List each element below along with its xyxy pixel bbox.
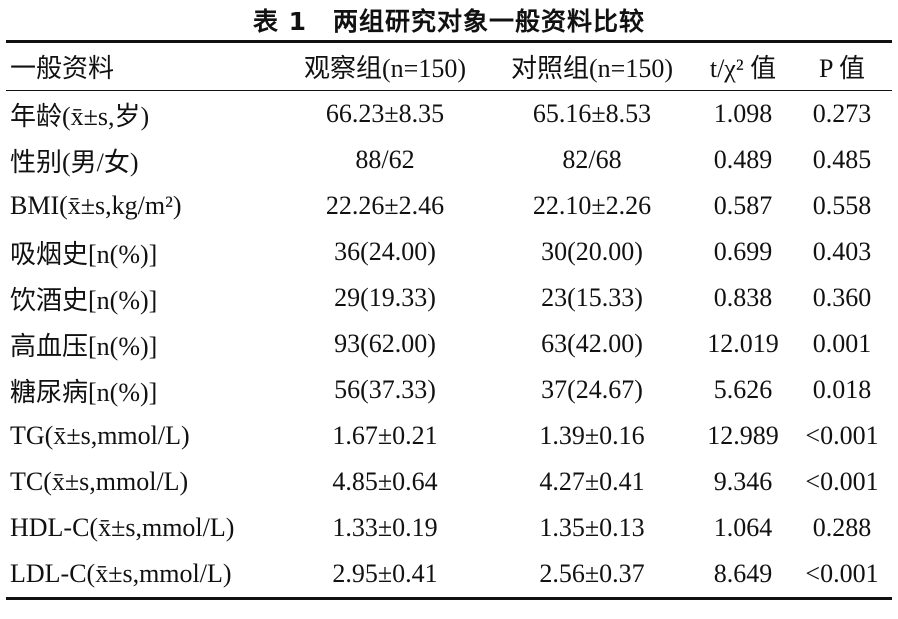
header-general-info: 一般资料 [10,54,115,83]
row-label: 吸烟史[n(%)] [10,239,158,269]
header-control-group: 对照组(n=150) [511,54,673,83]
statistic-value: 5.626 [713,375,773,404]
p-value: 0.485 [812,145,872,174]
control-value: 1.35±0.13 [539,513,645,542]
header-observation-group: 观察组(n=150) [304,54,466,83]
p-value: 0.288 [812,513,872,542]
control-value: 30(20.00) [541,237,643,266]
table-row: 年龄(x̄±s,岁) 66.23±8.35 65.16±8.53 1.098 0… [6,91,892,138]
row-label: 性别(男/女) [10,147,139,177]
row-label: TC(x̄±s,mmol/L) [10,467,189,496]
row-label: HDL-C(x̄±s,mmol/L) [10,513,235,542]
statistic-value: 9.346 [713,467,773,496]
control-value: 23(15.33) [541,283,643,312]
observation-value: 36(24.00) [334,237,436,266]
table-title: 表 1 两组研究对象一般资料比较 [252,7,646,36]
observation-value: 93(62.00) [334,329,436,358]
observation-value: 4.85±0.64 [332,467,438,496]
p-value: 0.001 [812,329,872,358]
statistic-value: 12.019 [707,329,779,358]
statistic-value: 8.649 [713,559,773,588]
p-value: 0.558 [812,191,872,220]
table-row: TG(x̄±s,mmol/L) 1.67±0.21 1.39±0.16 12.9… [6,413,892,459]
observation-value: 56(37.33) [334,375,436,404]
observation-value: 1.33±0.19 [332,513,438,542]
table-row: 高血压[n(%)] 93(62.00) 63(42.00) 12.019 0.0… [6,321,892,367]
observation-value: 2.95±0.41 [332,559,438,588]
comparison-table: 一般资料 观察组(n=150) 对照组(n=150) t/χ² 值 P 值 年龄… [6,40,892,600]
statistic-value: 1.064 [713,513,773,542]
row-label: BMI(x̄±s,kg/m²) [10,191,182,220]
observation-value: 1.67±0.21 [332,421,438,450]
statistic-value: 1.098 [713,99,773,128]
table-row: 饮酒史[n(%)] 29(19.33) 23(15.33) 0.838 0.36… [6,275,892,321]
observation-value: 66.23±8.35 [325,99,445,128]
control-value: 22.10±2.26 [532,191,652,220]
p-value: 0.403 [812,237,872,266]
control-value: 65.16±8.53 [532,99,652,128]
p-value: 0.273 [812,99,872,128]
header-statistic: t/χ² 值 [709,54,777,83]
p-value: <0.001 [805,421,879,450]
table-row: TC(x̄±s,mmol/L) 4.85±0.64 4.27±0.41 9.34… [6,459,892,505]
statistic-value: 0.838 [713,283,773,312]
observation-value: 29(19.33) [334,283,436,312]
control-value: 63(42.00) [541,329,643,358]
row-label: 年龄(x̄±s,岁) [10,101,150,131]
header-p-value: P 值 [819,54,865,83]
row-label: TG(x̄±s,mmol/L) [10,421,190,450]
control-value: 2.56±0.37 [539,559,645,588]
row-label: LDL-C(x̄±s,mmol/L) [10,559,232,588]
p-value: 0.018 [812,375,872,404]
statistic-value: 0.587 [713,191,773,220]
header-row: 一般资料 观察组(n=150) 对照组(n=150) t/χ² 值 P 值 [6,41,892,91]
table-row: 吸烟史[n(%)] 36(24.00) 30(20.00) 0.699 0.40… [6,229,892,275]
table-row: HDL-C(x̄±s,mmol/L) 1.33±0.19 1.35±0.13 1… [6,505,892,551]
control-value: 82/68 [562,145,622,174]
p-value: 0.360 [812,283,872,312]
p-value: <0.001 [805,467,879,496]
statistic-value: 12.989 [707,421,779,450]
table-row: BMI(x̄±s,kg/m²) 22.26±2.46 22.10±2.26 0.… [6,183,892,229]
statistic-value: 0.489 [713,145,773,174]
row-label: 糖尿病[n(%)] [10,377,158,407]
table-row: 糖尿病[n(%)] 56(37.33) 37(24.67) 5.626 0.01… [6,367,892,413]
observation-value: 88/62 [355,145,415,174]
control-value: 4.27±0.41 [539,467,645,496]
table-row: LDL-C(x̄±s,mmol/L) 2.95±0.41 2.56±0.37 8… [6,551,892,599]
statistic-value: 0.699 [713,237,773,266]
table-row: 性别(男/女) 88/62 82/68 0.489 0.485 [6,137,892,183]
row-label: 饮酒史[n(%)] [10,285,158,315]
row-label: 高血压[n(%)] [10,331,158,361]
p-value: <0.001 [805,559,879,588]
observation-value: 22.26±2.46 [325,191,445,220]
control-value: 1.39±0.16 [539,421,645,450]
control-value: 37(24.67) [541,375,643,404]
